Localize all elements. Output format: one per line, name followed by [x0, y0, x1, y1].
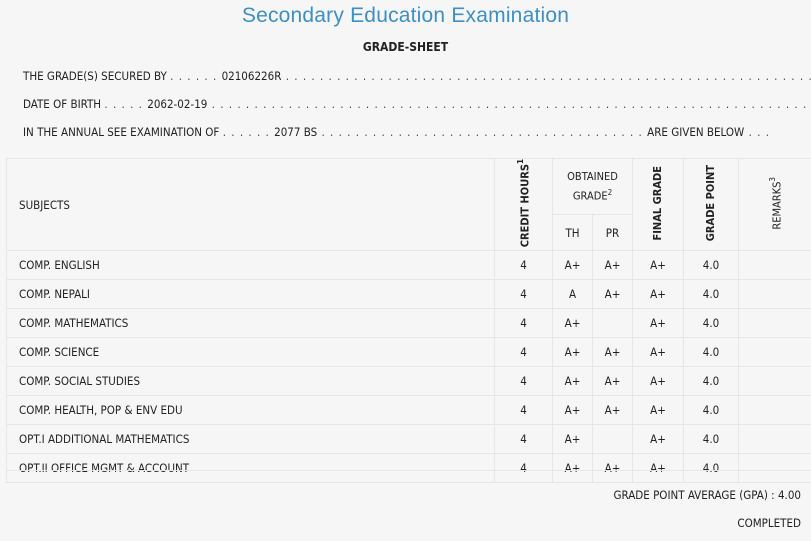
grade-table: SUBJECTS CREDIT HOURS1 OBTAINED GRADE2 F…: [6, 157, 811, 484]
final-grade-cell: A+: [632, 424, 685, 455]
subject-cell: COMP. HEALTH, POP & ENV EDU: [6, 395, 495, 426]
table-row: COMP. HEALTH, POP & ENV EDU 4 A+ A+ A+ 4.0: [6, 395, 811, 426]
table-row: COMP. SCIENCE 4 A+ A+ A+ 4.0: [6, 337, 811, 368]
credit-hours-cell: 4: [494, 250, 553, 281]
gpa-value: 4.00: [777, 488, 801, 502]
subjects-header: SUBJECTS: [6, 157, 495, 252]
final-grade-cell: A+: [632, 250, 685, 281]
grade-point-header: GRADE POINT: [683, 157, 740, 252]
final-grade-cell: A+: [632, 308, 685, 339]
page-title: Secondary Education Examination: [241, 4, 570, 27]
table-row: COMP. MATHEMATICS 4 A+ A+ 4.0: [6, 308, 811, 339]
exam-suffix: ARE GIVEN BELOW: [647, 125, 745, 139]
final-grade-header: FINAL GRADE: [632, 157, 685, 252]
pr-grade-cell: [591, 308, 634, 339]
final-grade-cell: A+: [632, 337, 685, 368]
th-grade-cell: A+: [552, 395, 593, 426]
remarks-cell: [738, 337, 811, 368]
th-grade-cell: A+: [552, 366, 593, 397]
remarks-cell: [738, 308, 811, 339]
remarks-cell: [738, 453, 811, 484]
remarks-cell: [738, 279, 811, 310]
pr-grade-cell: A+: [591, 395, 634, 426]
table-row: COMP. SOCIAL STUDIES 4 A+ A+ A+ 4.0: [6, 366, 811, 397]
grade-point-cell: 4.0: [683, 453, 740, 484]
credit-hours-cell: 4: [494, 395, 553, 426]
exam-label: IN THE ANNUAL SEE EXAMINATION OF: [23, 125, 220, 139]
remarks-cell: [738, 424, 811, 455]
final-grade-cell: A+: [632, 279, 685, 310]
credit-hours-cell: 4: [494, 424, 553, 455]
gpa-label: GRADE POINT AVERAGE (GPA) :: [613, 488, 775, 502]
th-header: TH: [552, 214, 593, 252]
grade-point-cell: 4.0: [683, 366, 740, 397]
gpa-summary: GRADE POINT AVERAGE (GPA) : 4.00: [613, 488, 801, 502]
symbol-number-line: THE GRADE(S) SECURED BY . . . . . . 0210…: [23, 69, 811, 83]
credit-hours-cell: 4: [494, 308, 553, 339]
symbol-number: 02106226R: [221, 69, 282, 83]
th-grade-cell: A: [552, 279, 593, 310]
pr-grade-cell: [591, 424, 634, 455]
subject-cell: COMP. SOCIAL STUDIES: [6, 366, 495, 397]
table-bottom-divider: [6, 470, 811, 471]
exam-line: IN THE ANNUAL SEE EXAMINATION OF . . . .…: [23, 125, 771, 139]
status-text: COMPLETED: [737, 516, 801, 530]
dob-line: DATE OF BIRTH . . . . . 2062-02-19 . . .…: [23, 97, 811, 111]
th-grade-cell: A+: [552, 424, 593, 455]
pr-grade-cell: A+: [591, 453, 634, 484]
final-grade-cell: A+: [632, 395, 685, 426]
grade-point-cell: 4.0: [683, 395, 740, 426]
subject-cell: COMP. NEPALI: [6, 279, 495, 310]
symbol-label: THE GRADE(S) SECURED BY: [23, 69, 167, 83]
grade-point-cell: 4.0: [683, 279, 740, 310]
pr-grade-cell: A+: [591, 250, 634, 281]
subject-cell: OPT.II OFFICE MGMT & ACCOUNT: [6, 453, 495, 484]
grade-point-cell: 4.0: [683, 250, 740, 281]
table-row: OPT.II OFFICE MGMT & ACCOUNT 4 A+ A+ A+ 4.0: [6, 453, 811, 484]
remarks-header: REMARKS3: [738, 157, 811, 252]
grade-point-cell: 4.0: [683, 337, 740, 368]
remarks-cell: [738, 395, 811, 426]
subject-cell: COMP. SCIENCE: [6, 337, 495, 368]
credit-hours-header: CREDIT HOURS1: [494, 157, 553, 252]
subject-cell: OPT.I ADDITIONAL MATHEMATICS: [6, 424, 495, 455]
final-grade-cell: A+: [632, 366, 685, 397]
dob-value: 2062-02-19: [147, 97, 208, 111]
pr-grade-cell: A+: [591, 337, 634, 368]
th-grade-cell: A+: [552, 308, 593, 339]
obtained-grade-header: OBTAINED GRADE2: [551, 157, 634, 216]
th-grade-cell: A+: [552, 250, 593, 281]
table-row: COMP. NEPALI 4 A A+ A+ 4.0: [6, 279, 811, 310]
credit-hours-cell: 4: [494, 337, 553, 368]
pr-grade-cell: A+: [591, 279, 634, 310]
th-grade-cell: A+: [552, 453, 593, 484]
credit-hours-cell: 4: [494, 279, 553, 310]
credit-hours-cell: 4: [494, 366, 553, 397]
table-row: OPT.I ADDITIONAL MATHEMATICS 4 A+ A+ 4.0: [6, 424, 811, 455]
dob-label: DATE OF BIRTH: [23, 97, 102, 111]
credit-hours-cell: 4: [494, 453, 553, 484]
remarks-cell: [738, 366, 811, 397]
grade-point-cell: 4.0: [683, 424, 740, 455]
subject-cell: COMP. MATHEMATICS: [6, 308, 495, 339]
exam-year: 2077 BS: [274, 125, 318, 139]
pr-header: PR: [591, 214, 634, 252]
table-row: COMP. ENGLISH 4 A+ A+ A+ 4.0: [6, 250, 811, 281]
subject-cell: COMP. ENGLISH: [6, 250, 495, 281]
grade-point-cell: 4.0: [683, 308, 740, 339]
th-grade-cell: A+: [552, 337, 593, 368]
pr-grade-cell: A+: [591, 366, 634, 397]
final-grade-cell: A+: [632, 453, 685, 484]
grade-sheet-subtitle: GRADE-SHEET: [362, 40, 449, 54]
remarks-cell: [738, 250, 811, 281]
